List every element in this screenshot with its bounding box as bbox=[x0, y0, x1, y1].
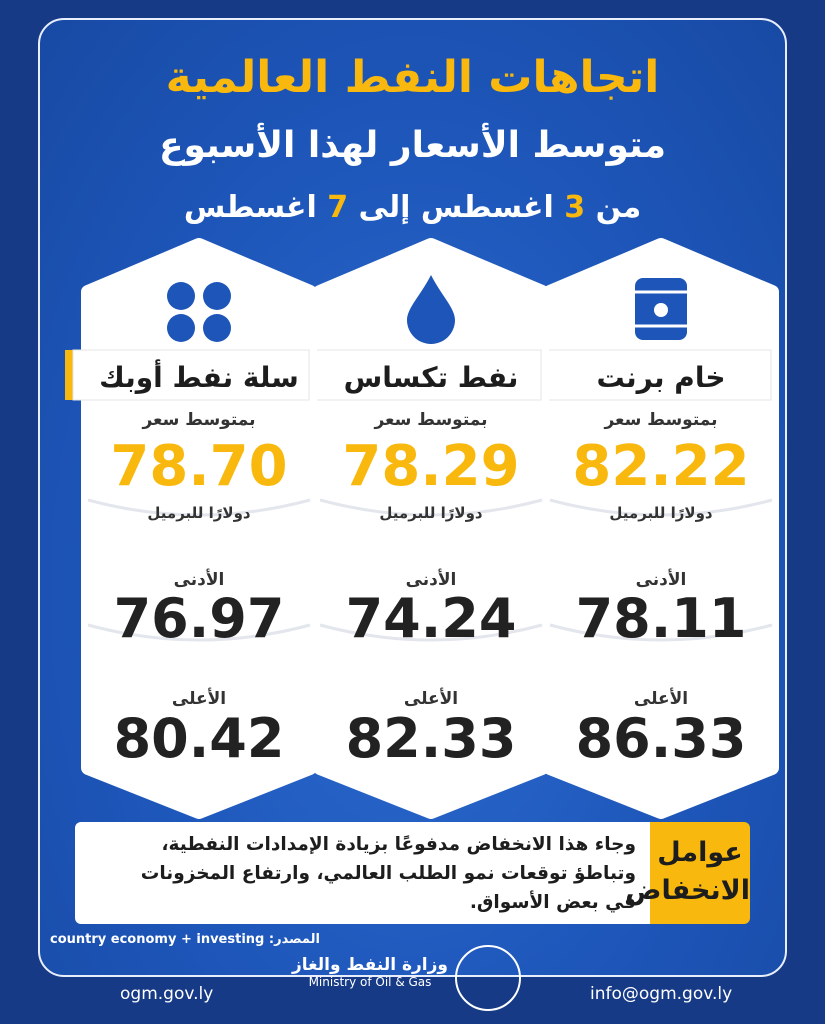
name-banner bbox=[72, 349, 310, 401]
factors-box: وجاء هذا الانخفاض مدفوعًا بزيادة الإمداد… bbox=[75, 822, 650, 924]
card-divider bbox=[87, 623, 311, 642]
date-day: 7 bbox=[327, 190, 349, 225]
unit: دولارًا للبرميل bbox=[147, 504, 251, 522]
opec-icon-bar bbox=[196, 282, 202, 340]
opec-icon bbox=[167, 282, 195, 310]
website: ogm.gov.ly bbox=[120, 984, 214, 1004]
name-banner bbox=[534, 349, 772, 401]
card-name: سلة نفط أوبك bbox=[99, 359, 299, 394]
high-value: 86.33 bbox=[576, 707, 747, 770]
opec-icon bbox=[203, 282, 231, 310]
date-day: 3 bbox=[564, 190, 586, 225]
avg-value: 78.70 bbox=[110, 434, 287, 499]
date-text: اغسطس إلى bbox=[358, 190, 554, 225]
high-label: الأعلى bbox=[404, 688, 458, 709]
factors-text: وجاء هذا الانخفاض مدفوعًا بزيادة الإمداد… bbox=[75, 822, 650, 917]
factors-line: في بعض الأسواق. bbox=[469, 892, 636, 913]
high-value: 80.42 bbox=[114, 707, 285, 770]
avg-label: بمتوسط سعر bbox=[373, 410, 487, 430]
card-name: نفط تكساس bbox=[344, 361, 519, 394]
card-name: خام برنت bbox=[596, 361, 725, 394]
title: اتجاهات النفط العالمية bbox=[165, 52, 660, 103]
low-label: الأدنى bbox=[636, 569, 687, 590]
avg-value: 82.22 bbox=[572, 434, 749, 499]
unit: دولارًا للبرميل bbox=[609, 504, 713, 522]
avg-label: بمتوسط سعر bbox=[141, 410, 255, 430]
factors-label: عوامل الانخفاض bbox=[625, 822, 750, 924]
card-divider bbox=[549, 623, 773, 642]
ministry-logo bbox=[455, 945, 521, 1011]
factors-line: وتباطؤ توقعات نمو الطلب العالمي، وارتفاع… bbox=[140, 863, 636, 884]
source-text: country economy + investing bbox=[50, 932, 265, 947]
ministry-ar: وزارة النفط والغاز bbox=[292, 955, 448, 975]
low-value: 74.24 bbox=[346, 587, 517, 650]
unit: دولارًا للبرميل bbox=[379, 504, 483, 522]
subtitle: متوسط الأسعار لهذا الأسبوع bbox=[158, 125, 667, 166]
low-label: الأدنى bbox=[406, 569, 457, 590]
date-text: اغسطس bbox=[183, 190, 317, 225]
avg-label: بمتوسط سعر bbox=[603, 410, 717, 430]
source: المصدر: country economy + investing bbox=[50, 932, 320, 947]
barrel-drop bbox=[654, 303, 668, 317]
email: info@ogm.gov.ly bbox=[590, 984, 733, 1004]
low-value: 78.11 bbox=[576, 587, 747, 650]
high-label: الأعلى bbox=[172, 688, 226, 709]
name-banner bbox=[304, 349, 542, 401]
ministry-en: Ministry of Oil & Gas bbox=[308, 975, 432, 989]
high-value: 82.33 bbox=[346, 707, 517, 770]
high-label: الأعلى bbox=[634, 688, 688, 709]
date-text: من bbox=[595, 190, 642, 225]
date-line: من 3 اغسطس إلى 7 اغسطس bbox=[0, 190, 825, 225]
card-divider bbox=[319, 623, 543, 642]
ministry: وزارة النفط والغاز Ministry of Oil & Gas bbox=[290, 955, 450, 989]
low-label: الأدنى bbox=[174, 569, 225, 590]
avg-value: 78.29 bbox=[342, 434, 519, 499]
opec-icon bbox=[203, 314, 231, 342]
card-divider bbox=[549, 498, 773, 517]
card-divider bbox=[319, 498, 543, 517]
opec-icon bbox=[167, 314, 195, 342]
drop-icon bbox=[407, 275, 455, 344]
low-value: 76.97 bbox=[114, 587, 285, 650]
factors-line: وجاء هذا الانخفاض مدفوعًا بزيادة الإمداد… bbox=[161, 834, 636, 855]
card-divider bbox=[87, 498, 311, 517]
source-label: المصدر: bbox=[268, 932, 320, 947]
